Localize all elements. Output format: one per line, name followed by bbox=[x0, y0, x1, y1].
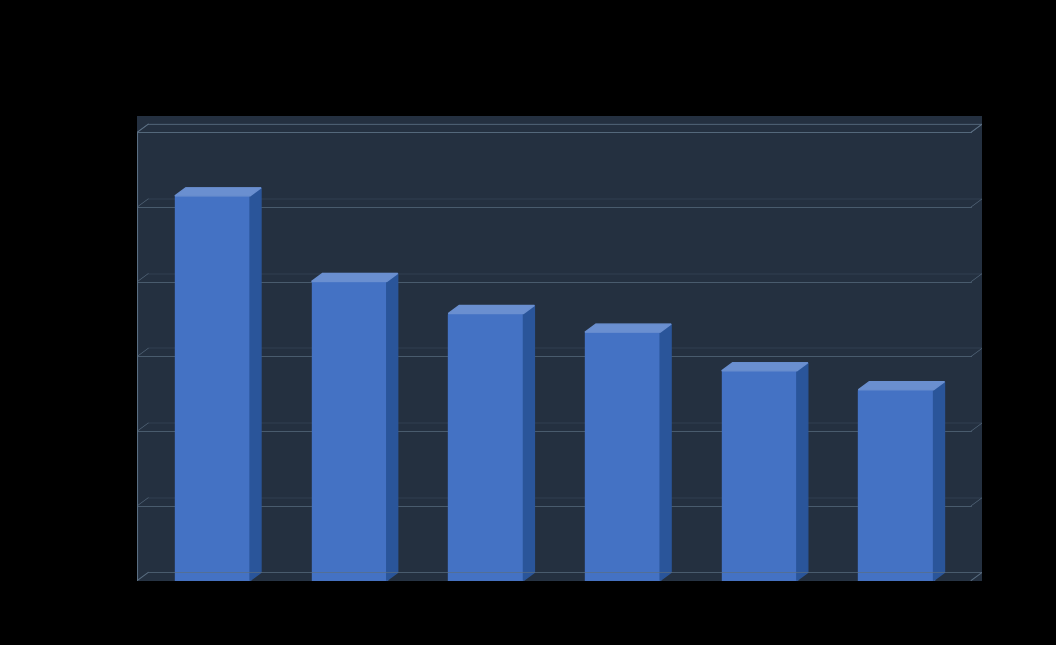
Polygon shape bbox=[934, 382, 944, 580]
Bar bbox=[859, 390, 934, 580]
Polygon shape bbox=[386, 273, 398, 580]
Polygon shape bbox=[175, 188, 261, 196]
Polygon shape bbox=[660, 324, 672, 580]
Polygon shape bbox=[585, 324, 672, 332]
Bar bbox=[448, 313, 524, 580]
Polygon shape bbox=[448, 306, 534, 313]
Polygon shape bbox=[797, 362, 808, 580]
Bar bbox=[721, 371, 797, 580]
Polygon shape bbox=[312, 273, 398, 281]
Bar bbox=[585, 332, 660, 580]
Bar bbox=[312, 281, 386, 580]
Polygon shape bbox=[721, 362, 808, 371]
Polygon shape bbox=[524, 306, 534, 580]
Bar bbox=[175, 196, 250, 580]
Polygon shape bbox=[859, 382, 944, 390]
Polygon shape bbox=[250, 188, 261, 580]
